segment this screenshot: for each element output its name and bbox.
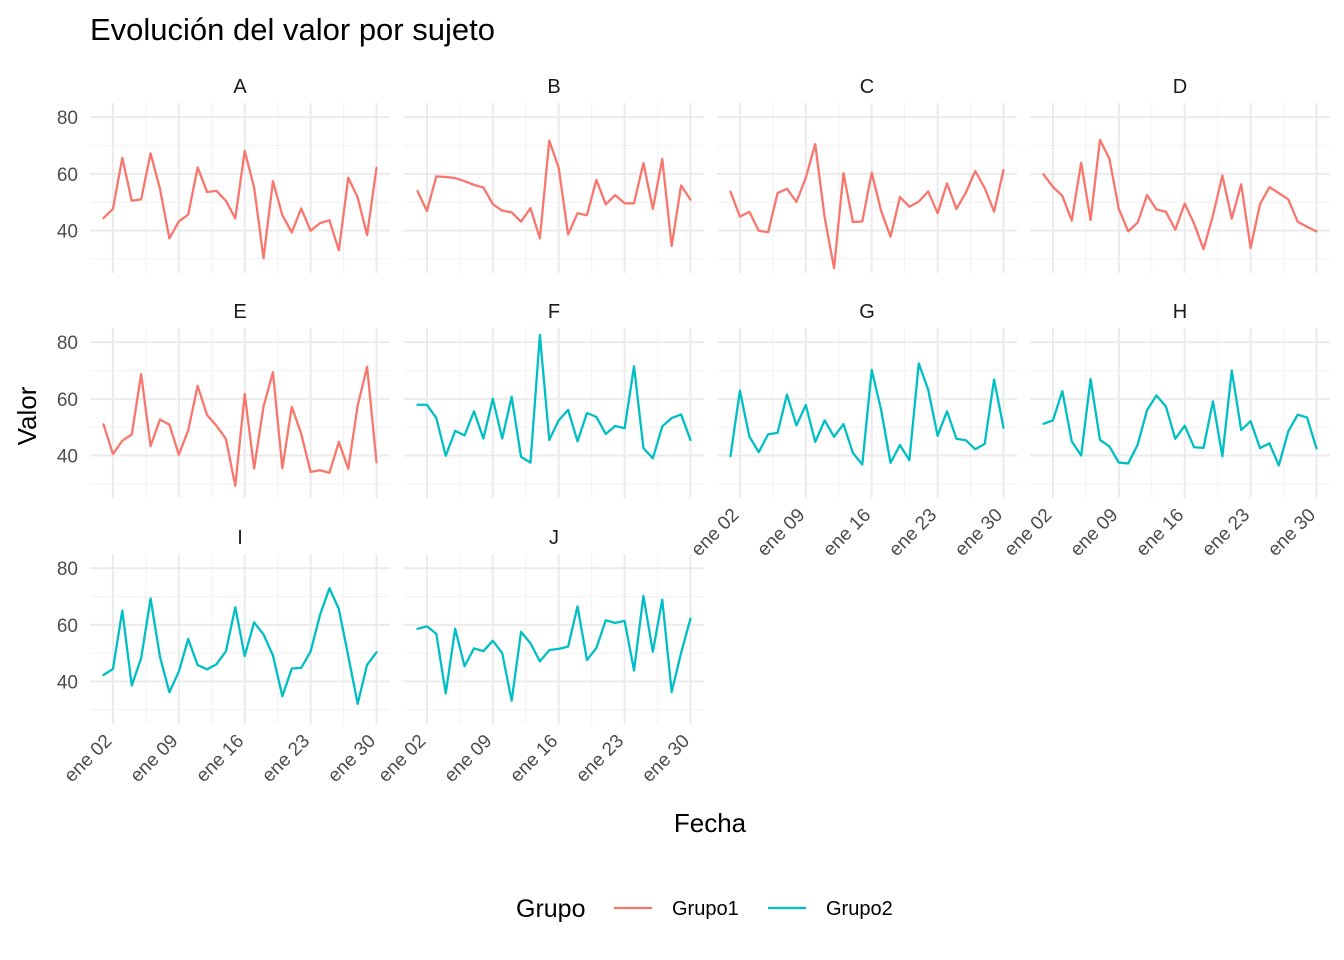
x-tick-label: ene 23 (1198, 505, 1254, 561)
facet-panel-a: A 40 60 80 (57, 76, 390, 273)
facet-panel-i: I 40 60 80 (57, 527, 390, 724)
facet-panels: A 40 60 80 B C D E 40 60 80 F G H I 40 60 80 J (57, 76, 1330, 724)
facet-strip-d: D (1173, 76, 1187, 98)
series-line-j (416, 594, 692, 702)
y-tick-label: 60 (57, 390, 78, 411)
facet-panel-b: B (404, 76, 704, 273)
facet-strip-g: G (859, 301, 875, 323)
facet-strip-j: J (549, 527, 559, 549)
series-line-i (102, 587, 378, 706)
facet-panel-j: J (404, 527, 704, 724)
x-tick-label: ene 02 (687, 505, 743, 561)
series-line-d (1042, 138, 1318, 251)
chart-title: Evolución del valor por sujeto (90, 12, 495, 47)
facet-strip-f: F (548, 301, 560, 323)
facet-strip-b: B (547, 76, 560, 98)
series-line-f (416, 333, 692, 464)
x-axis-title: Fecha (674, 808, 747, 838)
series-line-b (416, 139, 692, 248)
x-tick-label: ene 09 (753, 505, 809, 561)
x-tick-label: ene 23 (572, 731, 628, 787)
y-tick-label: 80 (57, 559, 78, 580)
facet-panel-h: H (1030, 301, 1330, 498)
x-tick-label: ene 02 (60, 731, 116, 787)
x-tick-label: ene 09 (1066, 505, 1122, 561)
series-line-c (729, 142, 1005, 270)
facet-strip-a: A (233, 76, 247, 98)
x-tick-label: ene 30 (324, 731, 380, 787)
x-tick-label: ene 30 (951, 505, 1007, 561)
x-tick-label: ene 23 (258, 731, 314, 787)
legend-title: Grupo (516, 895, 585, 923)
x-tick-label: ene 30 (1264, 505, 1320, 561)
x-tick-label: ene 16 (1132, 505, 1188, 561)
y-tick-label: 40 (57, 673, 78, 694)
y-tick-label: 60 (57, 616, 78, 637)
facet-strip-i: I (237, 527, 243, 549)
x-tick-label: ene 16 (192, 731, 248, 787)
facet-panel-g: G (717, 301, 1017, 498)
y-tick-label: 80 (57, 108, 78, 129)
y-tick-label: 60 (57, 165, 78, 186)
x-tick-label: ene 02 (374, 731, 430, 787)
facet-panel-c: C (717, 76, 1017, 273)
facet-panel-d: D (1030, 76, 1330, 273)
y-tick-label: 80 (57, 333, 78, 354)
x-tick-label: ene 16 (506, 731, 562, 787)
series-line-e (102, 365, 378, 487)
facet-panel-e: E 40 60 80 (57, 301, 390, 498)
x-tick-label: ene 23 (885, 505, 941, 561)
y-tick-label: 40 (57, 222, 78, 243)
series-line-a (102, 149, 378, 260)
facet-strip-c: C (860, 76, 874, 98)
facet-strip-h: H (1173, 301, 1187, 323)
y-axis-title: Valor (12, 386, 42, 445)
series-line-g (729, 362, 1005, 466)
facet-strip-e: E (233, 301, 246, 323)
y-tick-label: 40 (57, 447, 78, 468)
x-tick-label: ene 30 (638, 731, 694, 787)
legend-label-grupo2: Grupo2 (826, 898, 893, 920)
x-tick-label: ene 09 (126, 731, 182, 787)
series-line-h (1042, 369, 1318, 467)
x-tick-label: ene 16 (819, 505, 875, 561)
x-tick-label: ene 09 (440, 731, 496, 787)
legend: Grupo Grupo1 Grupo2 (516, 895, 893, 923)
facet-panel-f: F (404, 301, 704, 498)
legend-label-grupo1: Grupo1 (672, 898, 739, 920)
x-tick-label: ene 02 (1000, 505, 1056, 561)
